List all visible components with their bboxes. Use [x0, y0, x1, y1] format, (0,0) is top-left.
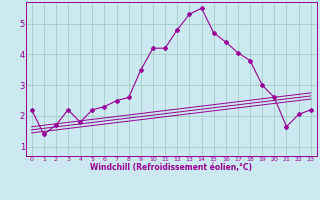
X-axis label: Windchill (Refroidissement éolien,°C): Windchill (Refroidissement éolien,°C) [90, 163, 252, 172]
